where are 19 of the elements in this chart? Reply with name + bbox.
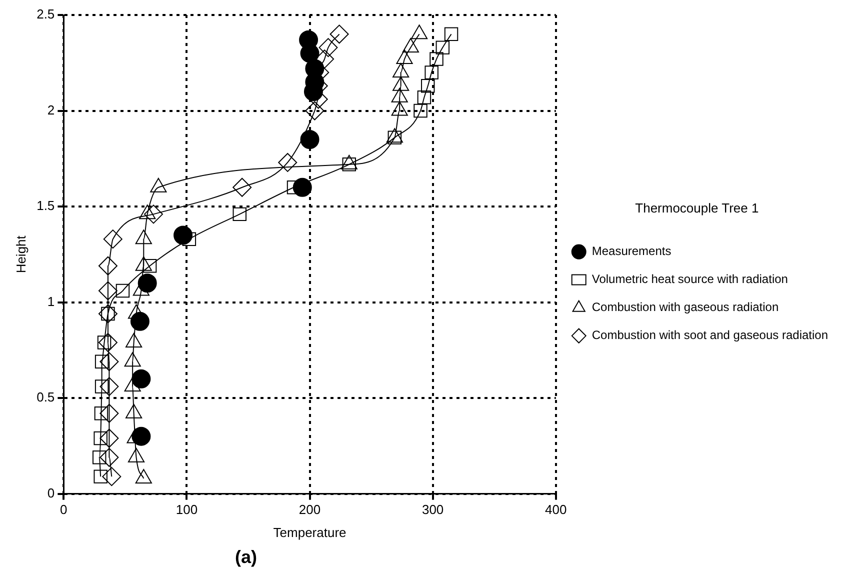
legend-label: Combustion with soot and gaseous radiation	[592, 328, 828, 342]
x-tick-label: 300	[422, 502, 444, 518]
y-axis-title: Height	[13, 235, 28, 274]
x-tick-label: 200	[298, 502, 321, 518]
legend-label: Combustion with gaseous radiation	[592, 300, 779, 314]
y-tick-label: 1.5	[36, 198, 55, 214]
x-tick-label: 100	[176, 502, 198, 518]
x-tick-label: 400	[545, 502, 567, 518]
y-tick-label: 2.5	[36, 6, 55, 22]
text: (a)	[235, 547, 258, 568]
x-axis-title: Temperature	[273, 524, 346, 540]
y-tick-label: 0.5	[36, 390, 55, 405]
x-tick-label: 0	[60, 502, 68, 518]
y-tick-label: 2	[47, 102, 55, 118]
legend-title: Thermocouple Tree 1	[635, 200, 759, 216]
legend-label: Volumetric heat source with radiation	[592, 272, 788, 286]
y-tick-label: 1	[47, 294, 55, 309]
legend-label: Measurements	[592, 244, 672, 258]
y-tick-label: 0	[47, 485, 55, 500]
